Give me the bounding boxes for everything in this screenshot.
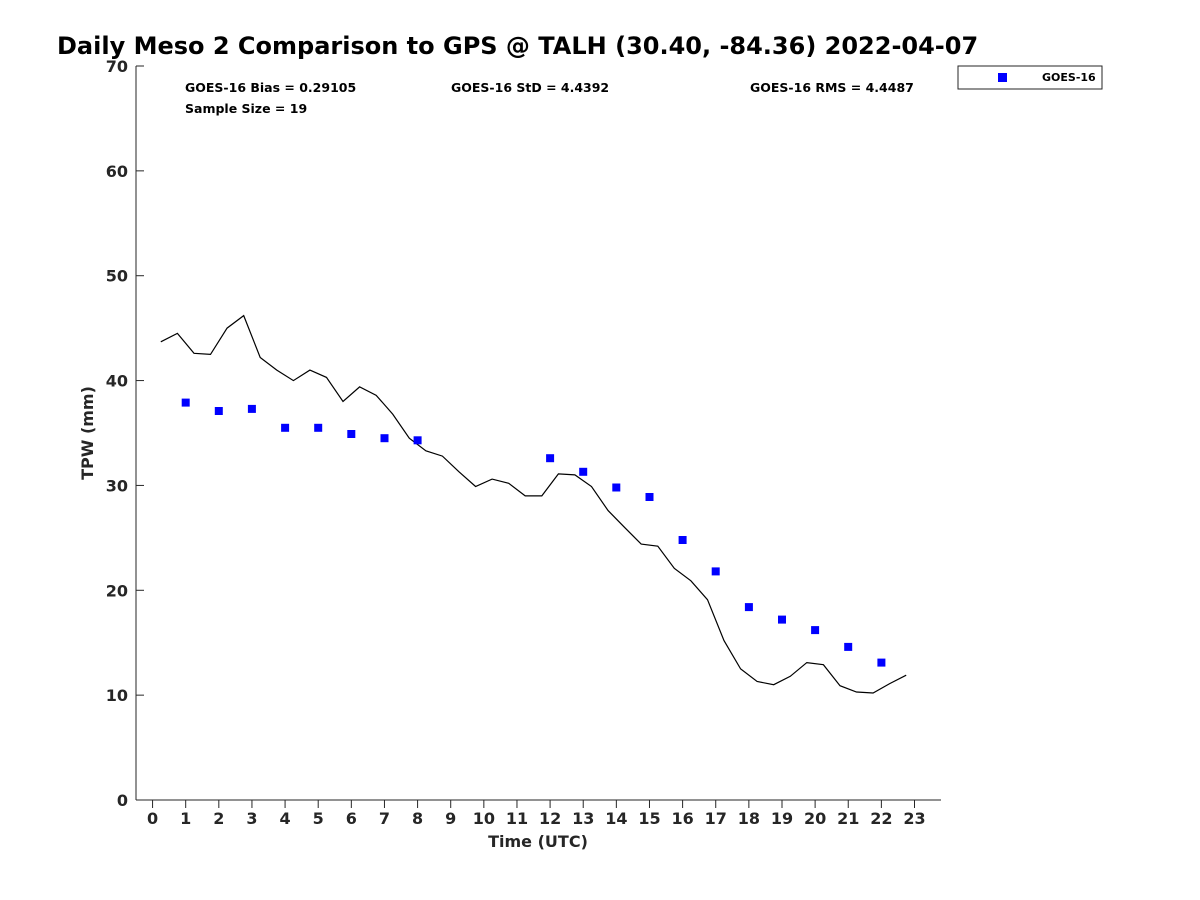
plot-area — [136, 66, 941, 800]
x-tick-label: 22 — [870, 809, 892, 828]
x-tick-label: 17 — [705, 809, 727, 828]
x-tick-label: 9 — [445, 809, 456, 828]
x-tick-label: 20 — [804, 809, 826, 828]
sample-size-stat: Sample Size = 19 — [185, 101, 307, 116]
y-tick-label: 30 — [106, 476, 128, 495]
series-layer — [160, 314, 907, 694]
chart-title: Daily Meso 2 Comparison to GPS @ TALH (3… — [57, 32, 978, 60]
x-tick-label: 18 — [738, 809, 760, 828]
y-tick-label: 60 — [106, 162, 128, 181]
bias-stat: GOES-16 Bias = 0.29105 — [185, 80, 356, 95]
x-tick-label: 0 — [147, 809, 158, 828]
goes16-point — [314, 423, 323, 432]
x-tick-label: 16 — [671, 809, 693, 828]
legend-marker — [998, 73, 1007, 82]
y-tick-label: 10 — [106, 686, 128, 705]
goes16-point — [579, 467, 588, 476]
goes16-point — [380, 434, 389, 443]
std-stat: GOES-16 StD = 4.4392 — [451, 80, 609, 95]
goes16-point — [247, 404, 256, 413]
y-tick-label: 0 — [117, 791, 128, 810]
goes16-point — [877, 658, 886, 667]
goes16-point — [214, 407, 223, 415]
rms-stat: GOES-16 RMS = 4.4487 — [750, 80, 914, 95]
x-tick-label: 6 — [346, 809, 357, 828]
x-tick-label: 21 — [837, 809, 859, 828]
goes16-point — [347, 430, 356, 438]
gps-line — [160, 314, 907, 694]
x-tick-label: 10 — [473, 809, 495, 828]
y-axis-ticks: 0 10 20 30 40 50 60 70 — [106, 57, 144, 810]
x-tick-label: 2 — [213, 809, 224, 828]
x-tick-label: 19 — [771, 809, 793, 828]
x-tick-label: 5 — [313, 809, 324, 828]
goes16-point — [612, 483, 621, 492]
y-tick-label: 50 — [106, 267, 128, 286]
goes16-point — [778, 615, 786, 624]
x-tick-label: 11 — [506, 809, 528, 828]
goes16-point — [744, 603, 753, 612]
x-tick-label: 15 — [638, 809, 660, 828]
y-tick-label: 70 — [106, 57, 128, 76]
x-axis-ticks: 0 1 2 3 4 5 6 7 8 9 10 11 12 13 14 15 16 17 18 19 20 21 22 23 — [147, 800, 926, 828]
y-tick-label: 40 — [106, 372, 128, 391]
x-tick-label: 7 — [379, 809, 390, 828]
goes16-point — [678, 536, 687, 544]
x-tick-label: 23 — [903, 809, 925, 828]
x-tick-label: 4 — [280, 809, 291, 828]
goes16-point — [281, 423, 290, 432]
goes16-point — [844, 642, 853, 651]
legend-box — [957, 65, 1103, 90]
legend-label: GOES-16 — [1042, 71, 1096, 84]
x-tick-label: 3 — [246, 809, 257, 828]
y-tick-label: 20 — [106, 581, 128, 600]
x-axis-label: Time (UTC) — [488, 832, 588, 851]
goes16-point — [546, 454, 555, 463]
y-axis-label: TPW (mm) — [78, 386, 97, 480]
goes16-point — [181, 398, 190, 407]
goes16-point — [413, 436, 422, 445]
x-tick-label: 8 — [412, 809, 423, 828]
goes16-point — [811, 626, 820, 635]
x-tick-label: 12 — [539, 809, 561, 828]
legend: GOES-16 — [957, 65, 1103, 90]
x-tick-label: 13 — [572, 809, 594, 828]
goes16-point — [711, 567, 720, 576]
x-tick-label: 1 — [180, 809, 191, 828]
goes16-point — [645, 493, 654, 501]
x-tick-label: 14 — [605, 809, 627, 828]
